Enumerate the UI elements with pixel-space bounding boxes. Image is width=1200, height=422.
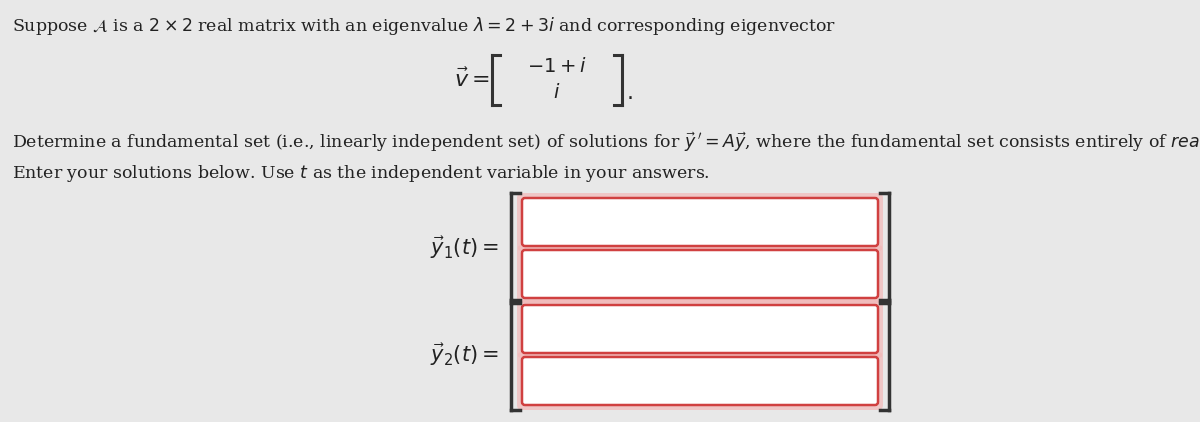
FancyBboxPatch shape <box>522 198 878 246</box>
FancyBboxPatch shape <box>517 193 883 251</box>
FancyBboxPatch shape <box>522 357 878 405</box>
Text: $\vec{y}_1(t) = $: $\vec{y}_1(t) = $ <box>430 235 499 261</box>
FancyBboxPatch shape <box>517 300 883 358</box>
Text: $-1 + i$: $-1 + i$ <box>527 57 587 76</box>
FancyBboxPatch shape <box>517 352 883 410</box>
Text: $i$: $i$ <box>553 84 560 103</box>
Text: $\vec{y}_2(t) = $: $\vec{y}_2(t) = $ <box>430 341 499 368</box>
Text: Enter your solutions below. Use $t$ as the independent variable in your answers.: Enter your solutions below. Use $t$ as t… <box>12 163 710 184</box>
Text: $\vec{v} = $: $\vec{v} = $ <box>455 68 490 92</box>
Text: Suppose $\mathcal{A}$ is a $2 \times 2$ real matrix with an eigenvalue $\lambda : Suppose $\mathcal{A}$ is a $2 \times 2$ … <box>12 15 836 37</box>
FancyBboxPatch shape <box>522 305 878 353</box>
Text: .: . <box>628 83 634 103</box>
FancyBboxPatch shape <box>522 250 878 298</box>
FancyBboxPatch shape <box>517 245 883 303</box>
Text: Determine a fundamental set (i.e., linearly independent set) of solutions for $\: Determine a fundamental set (i.e., linea… <box>12 130 1200 154</box>
